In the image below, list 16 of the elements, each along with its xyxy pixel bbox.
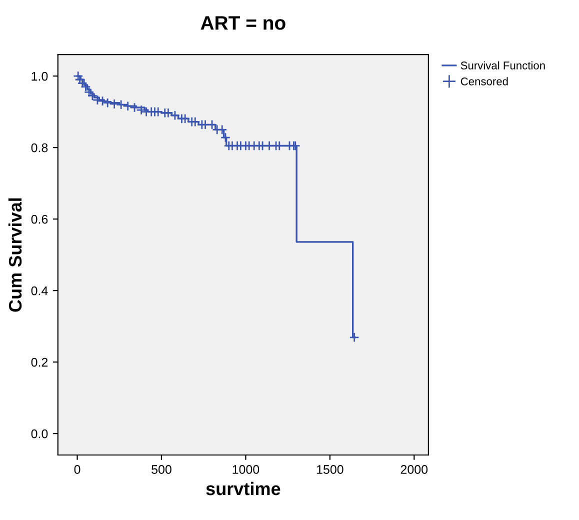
x-axis-title: survtime (206, 482, 280, 496)
legend-label: Censored (460, 77, 508, 86)
x-tick-label: 1500 (316, 465, 344, 474)
y-tick-label: 0.8 (31, 143, 48, 152)
y-tick-label: 0.0 (31, 429, 48, 438)
x-tick-label: 0 (74, 465, 80, 474)
x-tick-label: 2000 (400, 465, 428, 474)
y-tick-label: 0.6 (31, 214, 48, 224)
chart-title: ART = no (200, 16, 286, 30)
y-tick-label: 0.4 (31, 286, 48, 296)
y-axis-title: Cum Survival (8, 198, 22, 312)
legend-label: Survival Function (460, 61, 545, 70)
y-tick-label: 0.2 (31, 358, 48, 367)
y-tick-label: 1.0 (32, 72, 48, 81)
x-tick-label: 1000 (232, 465, 260, 474)
x-tick-label: 500 (152, 465, 172, 474)
